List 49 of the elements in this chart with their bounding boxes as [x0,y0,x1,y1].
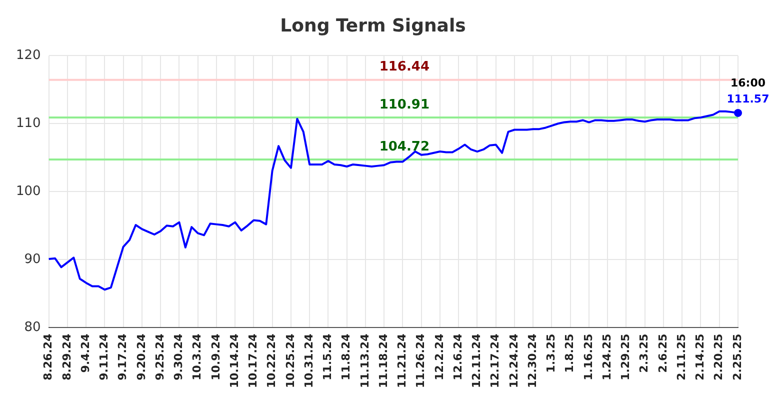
x-tick-label: 11.5.24 [321,333,334,380]
y-tick-label: 100 [16,184,41,200]
x-tick-label: 10.17.24 [246,333,260,388]
x-tick-label: 10.25.24 [284,333,297,388]
x-tick-label: 2.11.25 [674,334,688,380]
x-tick-label: 11.18.24 [376,333,390,388]
x-tick-label: 9.25.24 [153,333,166,380]
x-tick-label: 11.26.24 [414,333,428,388]
y-tick-label: 80 [24,320,41,336]
x-tick-label: 8.26.24 [42,333,55,380]
x-tick-label: 1.24.25 [600,334,614,380]
x-tick-label: 12.6.24 [451,333,464,380]
x-tick-label: 2.25.25 [730,334,744,380]
x-tick-label: 12.2.24 [432,333,446,380]
x-tick-label: 10.31.24 [302,333,316,388]
x-tick-label: 9.17.24 [116,333,130,380]
ref-line-label: 116.44 [379,60,430,75]
x-tick-label: 2.14.25 [694,334,707,380]
x-tick-label: 11.13.24 [358,333,372,388]
x-tick-label: 1.29.25 [619,334,632,380]
annotation: 111.57 [726,92,770,106]
x-tick-label: 2.6.25 [656,334,670,373]
y-tick-label: 110 [16,116,41,132]
x-tick-label: 9.30.24 [172,333,186,380]
ref-line-label: 110.91 [379,97,430,112]
x-tick-label: 11.8.24 [340,333,353,380]
x-tick-label: 12.17.24 [488,333,502,388]
x-tick-label: 9.11.24 [98,333,111,380]
x-tick-label: 9.4.24 [78,333,92,373]
annotation: 16:00 [730,76,766,90]
chart-title: Long Term Signals [280,15,466,36]
x-tick-label: 2.3.25 [638,334,651,373]
x-tick-label: 10.22.24 [265,333,278,388]
x-tick-label: 1.8.25 [563,334,576,373]
x-tick-label: 11.21.24 [396,333,409,388]
x-tick-label: 12.11.24 [470,333,484,388]
x-tick-label: 12.24.24 [507,333,520,388]
ref-line-label: 104.72 [379,139,430,154]
y-tick-label: 90 [24,252,41,268]
x-tick-label: 8.29.24 [60,333,74,380]
x-tick-label: 1.16.25 [582,334,595,380]
x-tick-label: 9.20.24 [134,333,148,380]
x-tick-label: 1.3.25 [544,334,558,373]
x-tick-label: 12.30.24 [526,333,539,388]
x-tick-label: 10.9.24 [209,333,222,380]
x-tick-label: 2.20.25 [712,334,726,380]
y-tick-label: 120 [16,48,41,63]
x-tick-label: 10.3.24 [190,333,204,380]
x-tick-label: 10.14.24 [228,333,241,388]
